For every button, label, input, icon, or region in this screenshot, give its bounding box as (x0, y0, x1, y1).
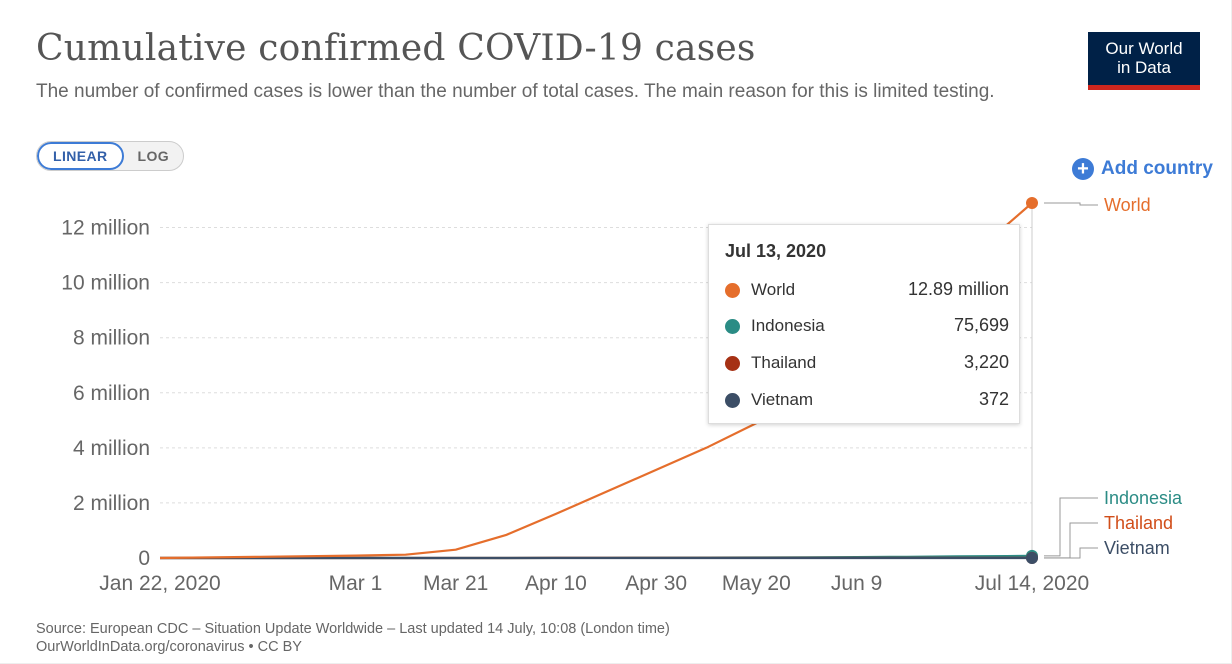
tooltip-row-world: World 12.89 million (725, 279, 1009, 303)
end-label-connector (1044, 547, 1098, 559)
vietnam-dot-icon (725, 393, 740, 408)
tooltip-series-value: 75,699 (953, 315, 1009, 335)
tooltip-series-name: World (751, 280, 796, 299)
end-label-connector (1044, 497, 1098, 557)
license-line[interactable]: OurWorldInData.org/coronavirus • CC BY (36, 639, 302, 655)
x-tick-label: Jun 9 (831, 572, 882, 595)
add-country-label: Add country (1101, 158, 1213, 179)
tooltip-series-value: 12.89 million (907, 279, 1009, 299)
source-note: Source: European CDC – Situation Update … (36, 620, 670, 656)
y-tick-label: 6 million (73, 382, 150, 405)
logo-line-2: in Data (1117, 58, 1171, 77)
x-tick-label: Jan 22, 2020 (99, 572, 220, 595)
series-end-points (1026, 197, 1038, 564)
end-label-thailand: Thailand (1104, 513, 1173, 533)
tooltip-date: Jul 13, 2020 (725, 241, 827, 261)
plus-circle-icon: + (1072, 158, 1094, 180)
x-tick-label: May 20 (722, 572, 791, 595)
tooltip-row-thailand: Thailand 3,220 (725, 352, 1009, 376)
scale-toggle: LINEAR LOG (36, 141, 185, 171)
thailand-dot-icon (725, 356, 740, 371)
x-axis-ticks: Jan 22, 2020 Mar 1 Mar 21 Apr 10 Apr 30 May 2… (99, 572, 1089, 595)
source-line: Source: European CDC – Situation Update … (36, 621, 670, 637)
add-country-button[interactable]: + Add country (1072, 158, 1213, 180)
world-dot-icon (725, 283, 740, 298)
series-end-labels: World Indonesia Thailand Vietnam (1044, 195, 1183, 559)
y-tick-label: 4 million (73, 437, 150, 460)
x-tick-label: Jul 14, 2020 (975, 572, 1089, 595)
tooltip-series-value: 3,220 (963, 352, 1009, 372)
y-tick-label: 0 (138, 547, 150, 570)
tooltip-series-value: 372 (978, 389, 1009, 409)
y-tick-label: 10 million (61, 272, 150, 295)
chart-title: Cumulative confirmed COVID-19 cases (36, 28, 756, 69)
logo-line-1: Our World (1105, 39, 1183, 58)
x-tick-label: Mar 21 (423, 572, 488, 595)
end-label-world: World (1104, 195, 1151, 215)
end-label-indonesia: Indonesia (1104, 488, 1183, 508)
log-scale-button[interactable]: LOG (137, 148, 170, 164)
tooltip-row-vietnam: Vietnam 372 (725, 389, 1009, 413)
indonesia-dot-icon (725, 319, 740, 334)
y-tick-label: 8 million (73, 327, 150, 350)
y-tick-label: 12 million (61, 217, 150, 240)
end-point-vietnam (1026, 551, 1038, 564)
x-tick-label: Apr 30 (625, 572, 687, 595)
tooltip-row-indonesia: Indonesia 75,699 (725, 315, 1009, 339)
end-point-world (1026, 197, 1038, 210)
linear-scale-button[interactable]: LINEAR (37, 142, 124, 170)
tooltip: Jul 13, 2020 World 12.89 million Indones… (708, 224, 1020, 424)
tooltip-series-name: Thailand (751, 353, 817, 372)
tooltip-series-name: Vietnam (751, 390, 814, 409)
owid-logo[interactable]: Our World in Data (1088, 32, 1200, 90)
x-tick-label: Apr 10 (525, 572, 587, 595)
y-tick-label: 2 million (73, 492, 150, 515)
chart-subtitle: The number of confirmed cases is lower t… (36, 81, 995, 102)
x-tick-label: Mar 1 (329, 572, 383, 595)
end-label-connector (1044, 522, 1098, 559)
tooltip-series-name: Indonesia (751, 316, 825, 335)
end-label-connector (1044, 202, 1098, 206)
y-axis-ticks: 0 2 million 4 million 6 million 8 million 10 … (61, 217, 150, 570)
end-label-vietnam: Vietnam (1104, 538, 1170, 558)
